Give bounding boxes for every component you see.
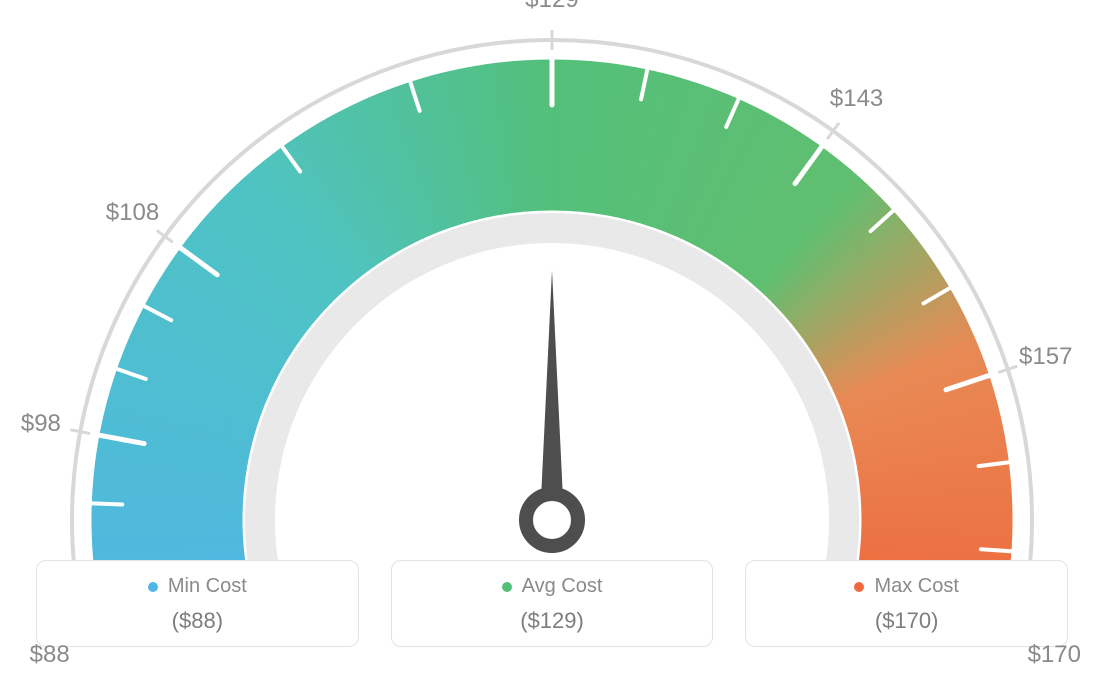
legend-dot-avg: [502, 582, 512, 592]
legend-value-min: ($88): [47, 608, 348, 634]
gauge-tick-label: $88: [30, 641, 70, 669]
gauge-svg: [0, 0, 1104, 560]
legend-dot-max: [854, 582, 864, 592]
legend-label-max: Max Cost: [874, 575, 958, 598]
legend-title-min: Min Cost: [148, 575, 247, 598]
legend-label-avg: Avg Cost: [522, 575, 603, 598]
legend-value-avg: ($129): [402, 608, 703, 634]
legend-card-avg: Avg Cost ($129): [391, 560, 714, 647]
legend-label-min: Min Cost: [168, 575, 247, 598]
legend-card-min: Min Cost ($88): [36, 560, 359, 647]
gauge-tick-label: $98: [21, 410, 61, 438]
legend-title-avg: Avg Cost: [502, 575, 603, 598]
gauge-tick-label: $157: [1019, 343, 1072, 371]
gauge-chart: $88$98$108$129$143$157$170: [0, 0, 1104, 560]
gauge-tick-label: $129: [525, 0, 578, 14]
legend-dot-min: [148, 582, 158, 592]
gauge-tick-label: $108: [106, 199, 159, 227]
legend-card-max: Max Cost ($170): [745, 560, 1068, 647]
legend-value-max: ($170): [756, 608, 1057, 634]
gauge-tick-label: $143: [830, 85, 883, 113]
gauge-tick-label: $170: [1028, 641, 1081, 669]
legend-title-max: Max Cost: [854, 575, 958, 598]
legend-row: Min Cost ($88) Avg Cost ($129) Max Cost …: [0, 560, 1104, 667]
